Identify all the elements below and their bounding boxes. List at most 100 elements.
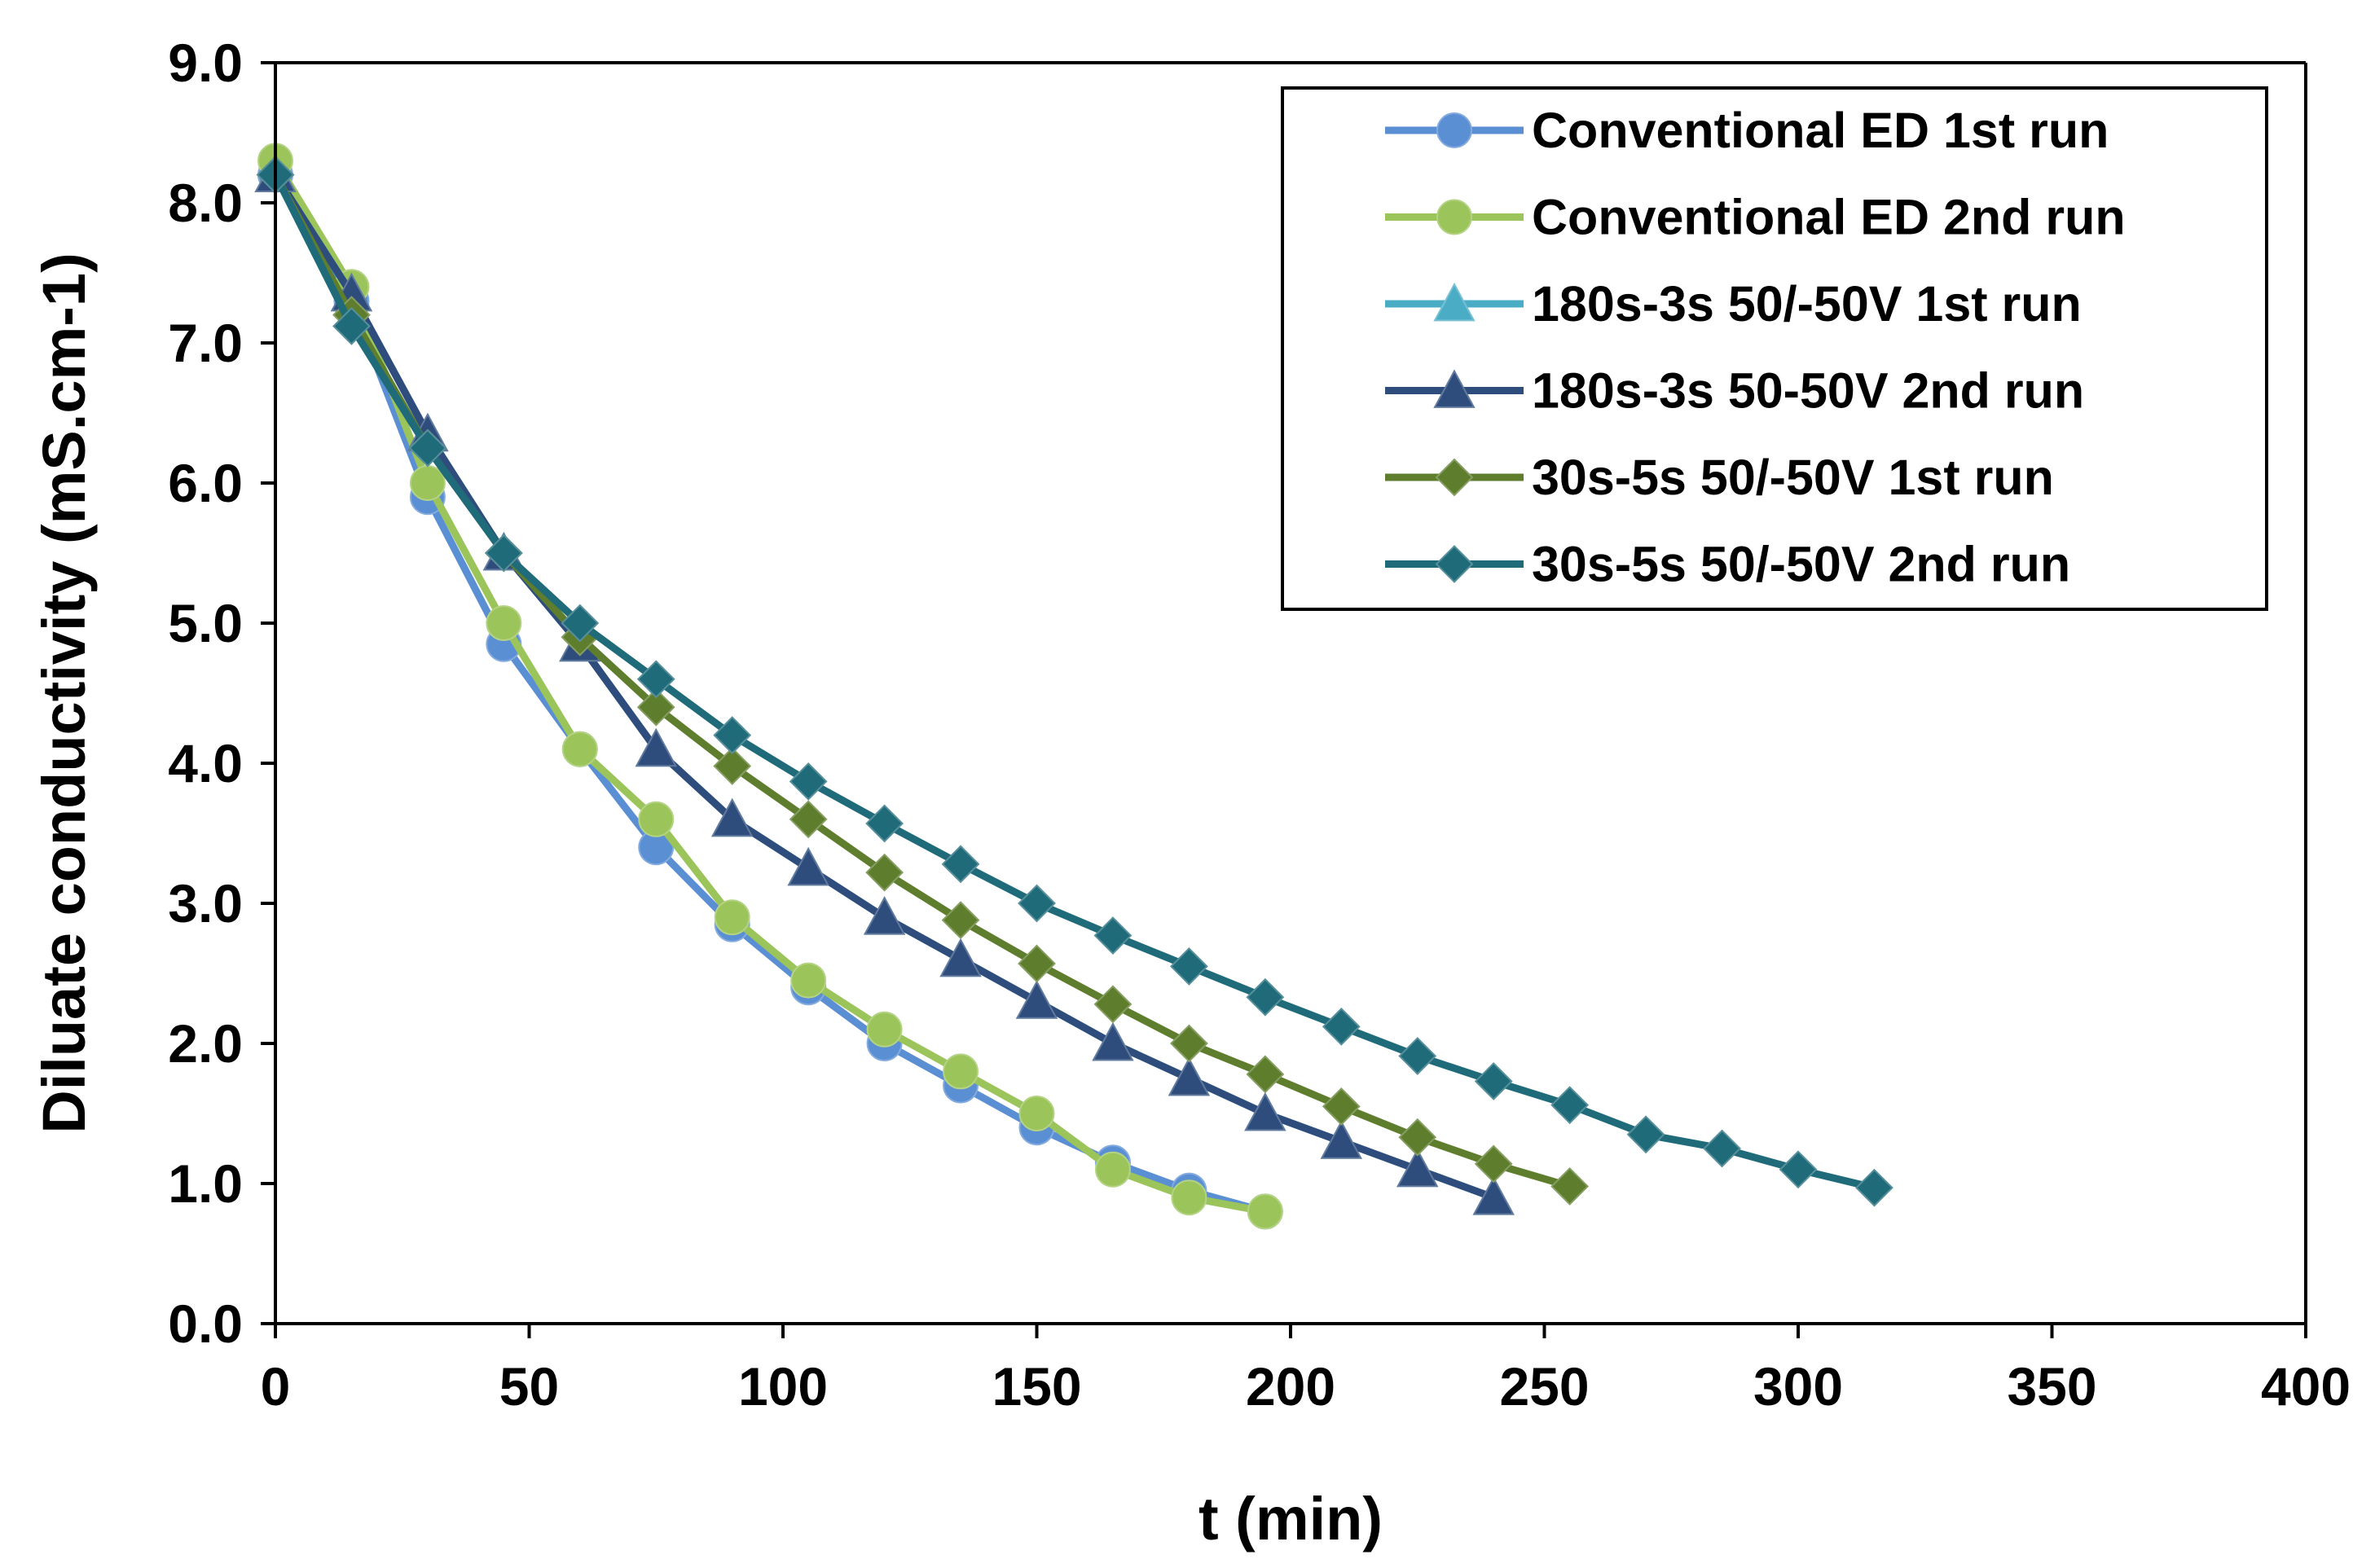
data-point	[943, 1053, 979, 1090]
data-point	[1703, 1129, 1741, 1168]
data-point	[941, 845, 980, 884]
data-point	[636, 660, 675, 699]
legend-item: 180s-3s 50-50V 2nd run	[1385, 363, 2084, 419]
data-point	[787, 846, 829, 886]
legend-box	[1281, 86, 2268, 611]
data-point	[789, 762, 828, 801]
data-point	[713, 747, 752, 785]
data-point	[1018, 1096, 1055, 1131]
data-point	[714, 899, 750, 936]
data-point	[1246, 977, 1285, 1017]
y-tick-label: 7.0	[168, 313, 243, 373]
data-point	[1396, 1148, 1439, 1188]
legend-label: 180s-3s 50-50V 2nd run	[1532, 363, 2084, 419]
x-tick-label: 50	[499, 1356, 559, 1416]
data-point	[635, 727, 677, 767]
legend-label: 30s-5s 50/-50V 1st run	[1532, 450, 2054, 505]
y-tick-label: 1.0	[168, 1153, 243, 1214]
x-tick-label: 300	[1753, 1356, 1843, 1416]
data-point	[865, 804, 904, 843]
data-point	[1093, 916, 1133, 955]
x-axis-title: t (min)	[1198, 1485, 1383, 1553]
data-point	[486, 605, 522, 641]
data-point	[1626, 1115, 1665, 1154]
legend: Conventional ED 1st run Conventional ED 2…	[1281, 86, 2268, 611]
data-point	[1093, 985, 1133, 1024]
x-tick-label: 400	[2261, 1356, 2351, 1416]
legend-swatch-marker	[1433, 282, 1476, 322]
x-tick-label: 100	[738, 1356, 828, 1416]
legend-item: Conventional ED 2nd run	[1385, 190, 2126, 245]
data-point	[1474, 1144, 1513, 1184]
x-tick-label: 350	[2007, 1356, 2096, 1416]
data-point	[636, 687, 675, 727]
data-point	[1398, 1118, 1437, 1157]
data-point	[1472, 1176, 1515, 1215]
legend-label: 180s-3s 50/-50V 1st run	[1532, 276, 2082, 332]
data-point	[865, 853, 904, 892]
legend-label: Conventional ED 1st run	[1532, 103, 2109, 158]
y-tick-label: 9.0	[168, 33, 243, 93]
data-point	[1092, 1021, 1134, 1061]
data-point	[1550, 1167, 1590, 1206]
legend-item: 180s-3s 50/-50V 1st run	[1385, 276, 2082, 332]
y-tick-label: 2.0	[168, 1013, 243, 1074]
data-point	[711, 797, 754, 837]
data-point	[1320, 1120, 1362, 1159]
legend-swatch-marker	[1435, 458, 1474, 497]
legend-swatch-marker	[1435, 545, 1474, 583]
data-point	[1474, 1062, 1513, 1100]
legend-swatch-marker	[1433, 369, 1476, 408]
x-tick-label: 250	[1499, 1356, 1589, 1416]
data-point	[941, 901, 980, 940]
legend-item: 30s-5s 50/-50V 1st run	[1385, 450, 2054, 505]
data-point	[1246, 1055, 1285, 1094]
y-axis-title: Diluate conductivity (mS.cm-1)	[30, 253, 98, 1133]
y-tick-label: 6.0	[168, 453, 243, 513]
x-tick-label: 200	[1246, 1356, 1335, 1416]
data-point	[561, 731, 598, 767]
data-point	[484, 534, 523, 573]
data-point	[1398, 1037, 1437, 1075]
y-tick-label: 0.0	[168, 1293, 243, 1354]
legend-item: 30s-5s 50/-50V 2nd run	[1385, 537, 2070, 592]
axis-ticks: 0 50 100 150 200 250 300 350 400 0.0 1.0 2.0 3.0 4.0 5…	[168, 33, 2351, 1416]
data-point	[1171, 1179, 1207, 1216]
y-tick-label: 4.0	[168, 733, 243, 793]
data-point	[1169, 947, 1208, 986]
legend-item: Conventional ED 1st run	[1385, 103, 2109, 158]
legend-swatch-marker	[1436, 199, 1472, 235]
data-point	[1550, 1086, 1590, 1125]
y-tick-label: 5.0	[168, 593, 243, 653]
data-point	[1779, 1150, 1818, 1189]
data-point	[1015, 980, 1058, 1019]
data-point	[1094, 1151, 1131, 1188]
series-line	[271, 173, 1876, 1192]
data-point	[1169, 1024, 1208, 1063]
y-tick-label: 3.0	[168, 873, 243, 933]
data-point	[408, 428, 447, 468]
y-tick-label: 8.0	[168, 173, 243, 233]
x-tick-label: 0	[261, 1356, 291, 1416]
data-point	[1018, 884, 1056, 923]
data-point	[790, 962, 827, 999]
data-point	[1018, 944, 1056, 983]
data-point	[561, 604, 600, 643]
data-point	[332, 306, 371, 345]
series-6	[256, 156, 1893, 1207]
data-point	[789, 800, 828, 839]
data-point	[1322, 1087, 1361, 1126]
data-point	[939, 938, 982, 977]
data-point	[713, 716, 752, 755]
data-point	[1168, 1056, 1211, 1096]
data-point	[866, 1011, 903, 1048]
x-tick-label: 150	[992, 1356, 1081, 1416]
data-point	[1247, 1193, 1283, 1230]
legend-swatch-marker	[1436, 112, 1472, 148]
data-point	[1322, 1007, 1361, 1046]
data-point	[409, 465, 446, 501]
legend-label: Conventional ED 2nd run	[1532, 190, 2126, 245]
data-point	[1244, 1091, 1286, 1131]
data-point	[1855, 1168, 1893, 1207]
